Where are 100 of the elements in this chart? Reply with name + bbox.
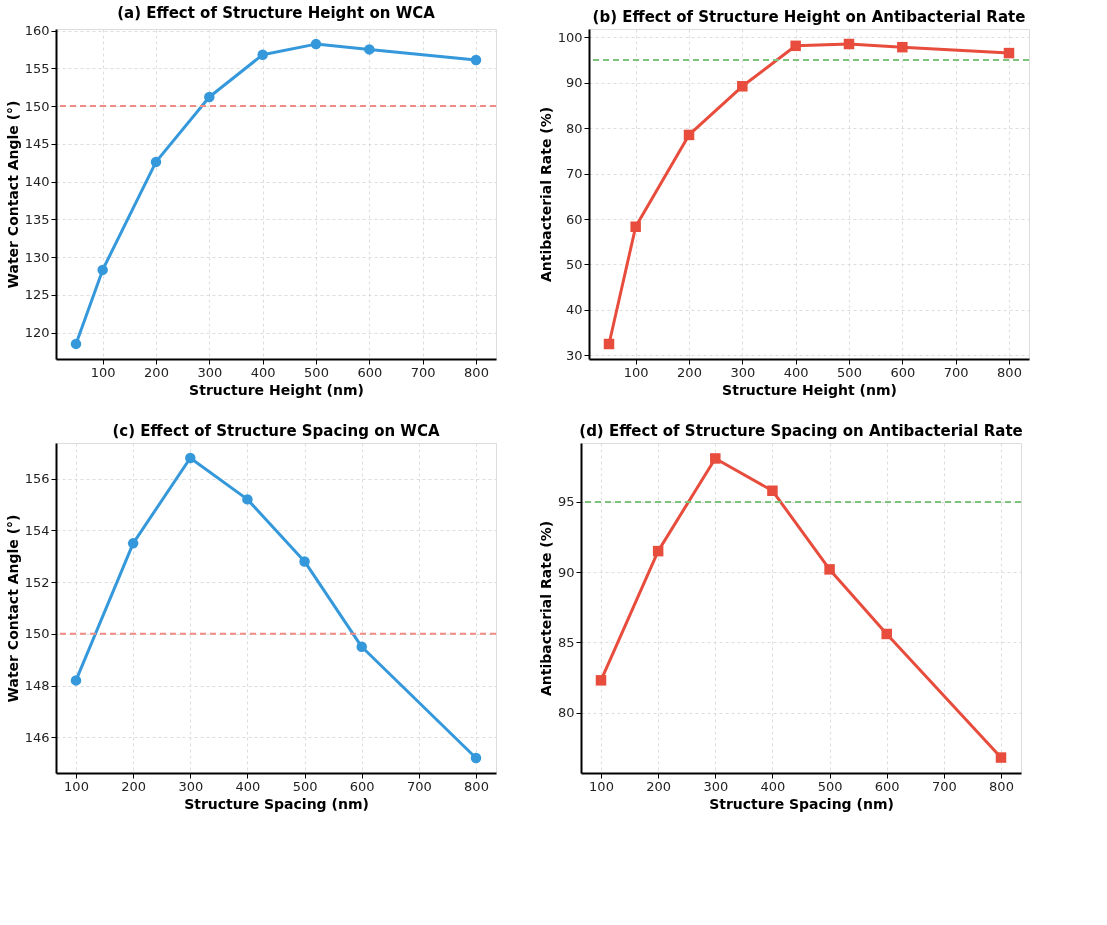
point: [185, 452, 196, 464]
x-tick-label: 600: [874, 778, 900, 794]
y-tick-label: 154: [24, 522, 50, 538]
x-tick-label: 100: [90, 364, 116, 380]
chart-title: (c) Effect of Structure Spacing on WCA: [112, 422, 440, 440]
y-tick-label: 85: [557, 634, 575, 650]
point: [767, 485, 778, 496]
y-tick-label: 70: [565, 166, 583, 182]
point: [603, 338, 615, 350]
x-tick-label: 800: [989, 778, 1014, 794]
y-tick-label: 95: [557, 494, 575, 510]
y-tick-label: 80: [565, 120, 583, 136]
point: [1003, 47, 1015, 59]
point: [299, 556, 310, 567]
y-tick-label: 50: [565, 256, 583, 272]
y-tick-label: 60: [565, 211, 583, 227]
point: [630, 221, 641, 232]
x-tick-label: 400: [783, 364, 809, 380]
x-axis-title: Structure Height (nm): [722, 381, 897, 398]
point: [127, 538, 139, 549]
y-axis-title: Antibacterial Rate (%): [537, 520, 554, 697]
point: [470, 752, 482, 764]
x-tick-label: 300: [730, 364, 756, 380]
x-tick-label: 700: [943, 364, 969, 380]
chart-title: (b) Effect of Structure Height on Antibacterial Rate: [592, 8, 1026, 26]
x-tick-label: 700: [406, 778, 432, 794]
x-tick-label: 100: [589, 778, 614, 794]
y-tick-label: 156: [24, 471, 50, 487]
point: [881, 628, 892, 640]
x-tick-label: 700: [410, 364, 436, 380]
y-tick-label: 146: [24, 729, 50, 745]
point: [150, 156, 162, 168]
point: [897, 41, 908, 53]
point: [710, 453, 721, 464]
x-tick-label: 500: [292, 778, 318, 794]
x-tick-label: 300: [197, 364, 223, 380]
point: [652, 545, 664, 557]
point: [70, 675, 82, 686]
y-tick-label: 90: [557, 564, 575, 580]
y-tick-label: 148: [24, 678, 50, 694]
y-tick-label: 155: [24, 60, 50, 76]
point: [70, 338, 82, 350]
y-tick-label: 135: [24, 211, 50, 227]
y-tick-label: 130: [24, 249, 50, 265]
x-tick-label: 200: [677, 364, 702, 380]
point: [683, 129, 695, 141]
y-tick-label: 90: [565, 75, 583, 91]
point: [843, 38, 855, 50]
y-tick-label: 125: [24, 287, 50, 303]
y-tick-label: 150: [24, 98, 50, 114]
chart-title: (d) Effect of Structure Spacing on Antibacterial Rate: [579, 422, 1023, 440]
x-axis-title: Structure Height (nm): [189, 381, 364, 398]
point: [595, 675, 607, 686]
x-tick-label: 500: [304, 364, 329, 380]
x-tick-label: 400: [250, 364, 276, 380]
x-tick-label: 600: [890, 364, 916, 380]
x-tick-label: 800: [464, 778, 489, 794]
y-tick-label: 80: [557, 705, 575, 721]
x-tick-label: 600: [349, 778, 375, 794]
x-tick-label: 200: [646, 778, 672, 794]
x-tick-label: 500: [837, 364, 862, 380]
y-tick-label: 140: [24, 174, 50, 190]
x-axis-title: Structure Spacing (nm): [184, 795, 369, 812]
x-tick-label: 200: [121, 778, 147, 794]
point: [242, 494, 253, 505]
y-tick-label: 100: [557, 29, 583, 45]
y-tick-label: 145: [24, 136, 50, 152]
x-tick-label: 400: [760, 778, 786, 794]
x-tick-label: 300: [703, 778, 729, 794]
y-axis-title: Antibacterial Rate (%): [537, 106, 554, 283]
point: [364, 44, 375, 55]
x-tick-label: 100: [623, 364, 649, 380]
x-tick-label: 500: [817, 778, 843, 794]
y-tick-label: 120: [24, 325, 50, 341]
x-tick-label: 700: [931, 778, 957, 794]
y-axis-title: Water Contact Angle (°): [4, 100, 21, 289]
x-axis-title: Structure Spacing (nm): [709, 795, 894, 812]
point: [97, 264, 108, 276]
y-tick-label: 152: [24, 574, 50, 590]
point: [356, 641, 367, 653]
point: [824, 564, 835, 575]
y-tick-label: 40: [565, 302, 583, 318]
chart-title: (a) Effect of Structure Height on WCA: [117, 3, 436, 22]
point: [310, 38, 322, 50]
x-tick-label: 200: [144, 364, 169, 380]
y-tick-label: 30: [565, 347, 583, 363]
y-tick-label: 160: [24, 23, 50, 39]
point: [737, 81, 748, 92]
point: [790, 40, 801, 52]
x-tick-label: 400: [235, 778, 261, 794]
x-tick-label: 800: [464, 364, 489, 380]
point: [257, 49, 268, 60]
x-tick-label: 100: [64, 778, 89, 794]
point: [995, 752, 1007, 763]
y-axis-title: Water Contact Angle (°): [4, 514, 21, 703]
point: [470, 54, 482, 66]
x-tick-label: 300: [178, 778, 204, 794]
x-tick-label: 600: [357, 364, 383, 380]
point: [204, 91, 215, 103]
y-tick-label: 150: [24, 626, 50, 642]
